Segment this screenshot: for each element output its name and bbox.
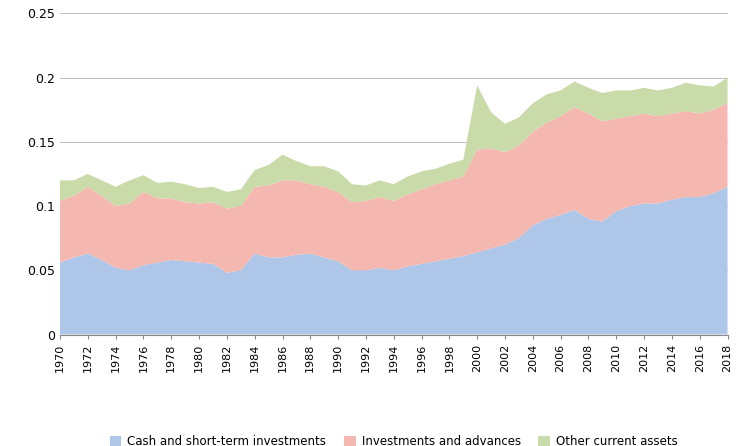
Legend: Cash and short-term investments, Investments and advances, Other current assets: Cash and short-term investments, Investm… xyxy=(105,430,682,446)
